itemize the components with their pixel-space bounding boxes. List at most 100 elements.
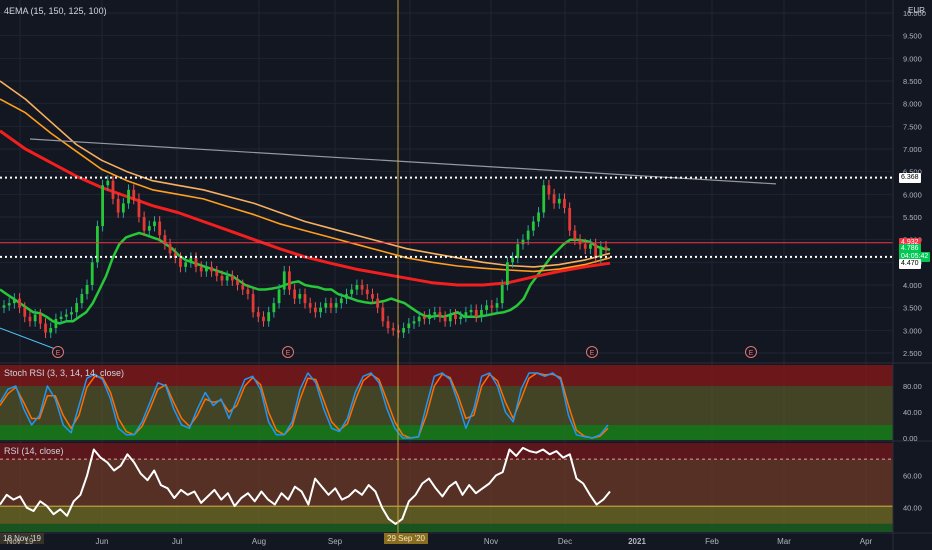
candle-body — [127, 189, 130, 204]
candle-body — [386, 321, 390, 329]
candle-body — [137, 198, 141, 217]
y-tick-label: 3.000 — [903, 326, 922, 335]
oversold-zone — [0, 425, 893, 440]
candle-body — [54, 319, 58, 329]
candle-body — [277, 289, 281, 304]
candle-body — [505, 262, 509, 285]
candle-body — [604, 246, 608, 250]
y-tick-label: 6.500 — [903, 168, 922, 177]
candle-body — [516, 244, 520, 258]
price-axis-label: 4.470 — [899, 258, 921, 269]
stoch-rsi-pane[interactable] — [0, 365, 893, 440]
y-tick-label: 4.000 — [903, 281, 922, 290]
earnings-marker-icon — [52, 346, 64, 358]
stoch-line-d — [0, 372, 609, 439]
stoch-line-k — [0, 372, 609, 439]
candle-body — [391, 328, 395, 331]
candle-body — [511, 257, 514, 263]
candle-body — [116, 198, 120, 213]
x-tick-label: Nov '19 — [7, 537, 34, 546]
candle-body — [225, 275, 229, 281]
candle-body — [552, 194, 556, 204]
rsi-lower-zone — [0, 506, 893, 524]
y-tick-label: 6.000 — [903, 190, 922, 199]
x-tick-label: Aug — [252, 537, 266, 546]
earnings-marker-label: E — [56, 350, 61, 357]
candle-body — [339, 298, 343, 304]
candle-body — [578, 239, 582, 245]
candle-body — [38, 314, 42, 324]
ema-line-1 — [0, 231, 611, 325]
candle-body — [101, 185, 105, 227]
candle-body — [168, 244, 172, 254]
rsi-legend[interactable]: RSI (14, close) — [4, 446, 64, 456]
candle-body — [433, 312, 437, 315]
candle-body — [18, 298, 21, 308]
candle-body — [500, 285, 504, 304]
candle-body — [412, 321, 416, 324]
y-tick-label: 5.500 — [903, 213, 922, 222]
stoch-y-tick: 40.00 — [903, 408, 922, 417]
candle-body — [282, 271, 286, 290]
candle-body — [376, 298, 380, 308]
rsi-mid-zone — [0, 459, 893, 507]
candle-body — [106, 180, 110, 186]
candle-body — [495, 303, 499, 308]
candle-body — [521, 239, 525, 245]
earnings-marker-icon — [282, 346, 294, 358]
currency-label: EUR — [908, 6, 925, 15]
candle-body — [360, 285, 364, 290]
candle-body — [288, 271, 291, 290]
candle-body — [210, 266, 213, 272]
candle-body — [313, 307, 317, 313]
candle-body — [59, 316, 63, 319]
candle-body — [272, 303, 276, 313]
candle-body — [199, 266, 203, 272]
candle-body — [381, 307, 385, 322]
rsi-pane[interactable] — [0, 443, 893, 532]
candle-body — [490, 305, 494, 308]
candle-body — [350, 289, 354, 295]
candle-body — [96, 226, 99, 263]
x-tick-label: Feb — [705, 537, 719, 546]
candle-body — [568, 207, 572, 231]
candle-body — [526, 230, 530, 240]
candle-body — [173, 253, 177, 258]
price-axis-label: 4.932 — [899, 237, 921, 248]
candle-body — [422, 316, 426, 319]
candle-body — [355, 285, 359, 290]
price-axis-label: 04:05:42 — [899, 251, 931, 262]
candle-body — [158, 221, 162, 236]
candle-body — [563, 198, 566, 208]
candle-body — [75, 303, 79, 313]
main-indicator-legend[interactable]: 4EMA (15, 150, 125, 100) — [4, 6, 107, 16]
candle-body — [345, 294, 348, 299]
candle-body — [480, 309, 483, 317]
candle-body — [589, 244, 592, 249]
candle-body — [324, 303, 328, 308]
candle-body — [23, 307, 27, 317]
candle-body — [428, 314, 431, 319]
candle-body — [80, 294, 84, 304]
candle-body — [2, 305, 6, 308]
candle-body — [547, 185, 551, 195]
candle-body — [371, 294, 374, 299]
price-axis-label: 4.786 — [899, 244, 921, 255]
candle-body — [402, 328, 406, 333]
candle-body — [121, 203, 125, 213]
stoch-rsi-legend[interactable]: Stoch RSI (3, 3, 14, 14, close) — [4, 368, 125, 378]
candle-body — [215, 271, 219, 276]
candle-body — [298, 294, 302, 299]
earnings-marker-label: E — [286, 350, 291, 357]
rsi-bottom-zone — [0, 523, 893, 532]
support-trendline — [0, 327, 61, 352]
y-tick-label: 8.500 — [903, 77, 922, 86]
candle-body — [303, 294, 307, 304]
candle-body — [459, 316, 463, 319]
candle-body — [236, 280, 239, 285]
x-tick-label: 2021 — [628, 537, 646, 546]
candle-body — [132, 189, 136, 199]
first-bar-date-badge: 18 Nov '19 — [0, 533, 44, 544]
